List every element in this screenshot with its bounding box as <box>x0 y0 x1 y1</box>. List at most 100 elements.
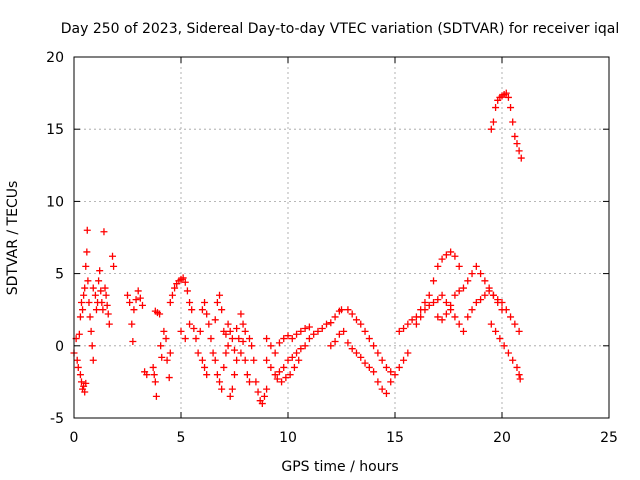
data-point <box>314 327 322 335</box>
data-point <box>149 363 157 371</box>
data-point <box>288 353 296 361</box>
data-point <box>233 324 241 332</box>
data-point <box>516 375 524 383</box>
data-point <box>472 298 480 306</box>
data-point <box>209 349 217 357</box>
data-point <box>515 147 523 155</box>
data-point <box>487 125 495 133</box>
data-point <box>481 277 489 285</box>
data-point <box>163 356 171 364</box>
data-point <box>496 335 504 343</box>
data-point <box>451 291 459 299</box>
data-point <box>507 104 515 112</box>
data-point <box>132 296 140 304</box>
data-point <box>226 327 234 335</box>
data-point <box>280 363 288 371</box>
data-point <box>451 313 459 321</box>
data-point <box>301 342 309 350</box>
data-point <box>464 277 472 285</box>
data-point <box>502 89 510 97</box>
data-point <box>213 298 221 306</box>
data-point <box>352 349 360 357</box>
data-point <box>190 324 198 332</box>
data-point <box>85 298 93 306</box>
data-point <box>205 320 213 328</box>
data-point <box>297 345 305 353</box>
data-point <box>430 298 438 306</box>
data-point <box>237 349 245 357</box>
data-point <box>275 339 283 347</box>
data-point <box>76 313 84 321</box>
data-point <box>515 371 523 379</box>
y-axis-ticks: -5 0 5 10 15 20 <box>46 50 609 427</box>
data-point <box>382 389 390 397</box>
data-point <box>434 262 442 270</box>
data-point <box>216 378 224 386</box>
data-point <box>203 310 211 318</box>
data-point <box>297 327 305 335</box>
x-tick-label: 10 <box>279 430 297 446</box>
data-point <box>84 277 92 285</box>
chart-title: Day 250 of 2023, Sidereal Day-to-day VTE… <box>61 21 619 37</box>
data-point <box>504 93 512 101</box>
data-point <box>438 316 446 324</box>
data-point <box>237 310 245 318</box>
y-axis-label: SDTVAR / TECUs <box>5 181 21 296</box>
data-point <box>515 327 523 335</box>
data-point <box>492 104 500 112</box>
data-point <box>124 291 131 299</box>
data-point <box>498 298 506 306</box>
data-point <box>507 313 515 321</box>
data-point <box>245 335 253 343</box>
data-point <box>267 363 275 371</box>
data-point <box>99 306 107 314</box>
data-point <box>98 298 106 306</box>
data-point <box>502 306 510 314</box>
data-point <box>485 287 493 295</box>
data-point <box>400 356 408 364</box>
data-point <box>417 313 425 321</box>
data-point <box>468 270 476 278</box>
data-point <box>370 342 378 350</box>
data-point <box>425 291 433 299</box>
data-point <box>278 378 286 386</box>
data-point <box>301 324 309 332</box>
data-point <box>100 228 108 236</box>
data-point <box>228 385 236 393</box>
data-point <box>203 371 211 379</box>
data-point <box>134 287 142 295</box>
data-point <box>374 378 382 386</box>
data-point <box>218 306 226 314</box>
y-tick-label: 0 <box>55 339 64 355</box>
data-point <box>235 335 243 343</box>
data-point <box>198 306 206 314</box>
data-point <box>472 262 480 270</box>
data-point <box>88 342 96 350</box>
data-point <box>348 345 356 353</box>
data-point <box>222 349 230 357</box>
y-tick-label: -5 <box>50 411 64 427</box>
data-point <box>455 262 463 270</box>
data-point <box>239 320 247 328</box>
data-point <box>157 342 165 350</box>
grid-lines <box>74 57 609 418</box>
data-point <box>82 262 90 270</box>
data-point <box>447 248 455 256</box>
x-tick-label: 5 <box>177 430 186 446</box>
data-point <box>327 319 335 327</box>
data-point <box>258 400 266 408</box>
data-point <box>327 342 335 350</box>
data-point <box>404 349 412 357</box>
data-point <box>421 298 429 306</box>
data-point <box>511 132 519 140</box>
data-point <box>158 353 166 361</box>
data-point <box>162 335 170 343</box>
data-point <box>222 330 230 338</box>
data-point <box>338 306 345 314</box>
data-point <box>152 392 160 400</box>
data-point <box>104 310 112 318</box>
data-point <box>241 356 249 364</box>
data-point <box>489 291 497 299</box>
data-point <box>481 291 489 299</box>
data-point <box>263 385 271 393</box>
